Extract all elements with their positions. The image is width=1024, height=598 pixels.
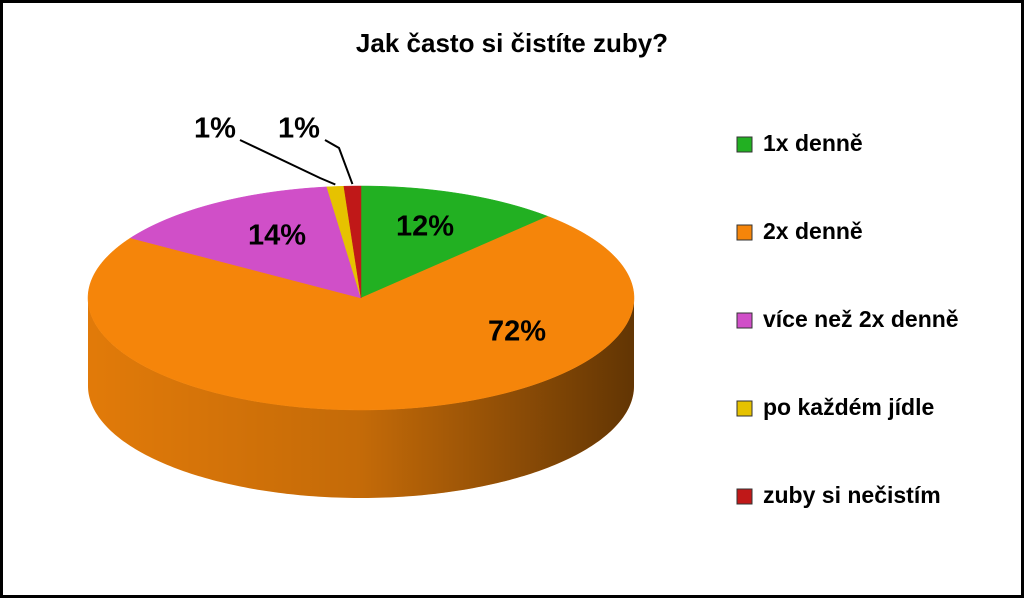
- data-label: 12%: [396, 211, 454, 243]
- leader-line: [324, 139, 354, 185]
- slice: [87, 216, 635, 411]
- legend-marker: [736, 224, 753, 241]
- legend-label: více než 2x denně: [763, 306, 959, 332]
- data-label: 1%: [278, 113, 320, 145]
- legend-marker: [736, 312, 753, 329]
- legend-marker: [736, 400, 753, 417]
- data-label: 14%: [248, 220, 306, 252]
- legend-marker: [736, 136, 753, 153]
- slice: [360, 185, 549, 299]
- legend-label: 1x denně: [763, 130, 863, 156]
- data-label: 1%: [194, 113, 236, 145]
- leader-line: [239, 139, 336, 186]
- chart-title: Jak často si čistíte zuby?: [356, 28, 668, 58]
- legend-label: zuby si nečistím: [763, 482, 941, 508]
- slice: [343, 185, 362, 299]
- slice: [129, 186, 362, 299]
- slice-side-shade: [88, 298, 634, 498]
- legend-marker: [736, 488, 753, 505]
- legend-label: 2x denně: [763, 218, 863, 244]
- data-label: 72%: [488, 316, 546, 348]
- legend-label: po každém jídle: [763, 394, 934, 420]
